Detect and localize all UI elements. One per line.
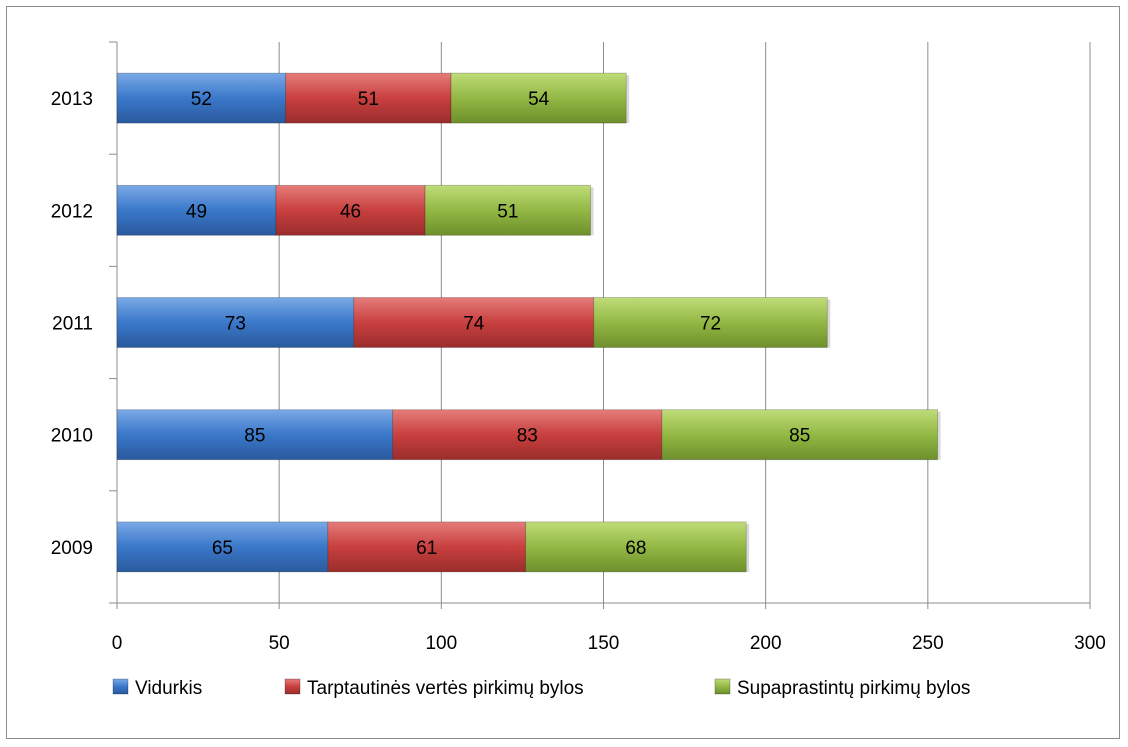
y-tick-label: 2010 [51, 426, 93, 447]
data-label: 73 [225, 314, 246, 335]
data-label: 72 [700, 314, 721, 335]
bar-segment [116, 409, 394, 461]
bar-shadow [590, 187, 594, 236]
legend-label: Tarptautinės vertės pirkimų bylos [307, 678, 584, 699]
bar-segment [450, 72, 627, 124]
x-tick-label: 50 [269, 633, 290, 654]
bar-segment [593, 297, 828, 348]
legend-swatch [112, 678, 129, 695]
y-tick-label: 2009 [51, 538, 93, 559]
data-label: 49 [186, 201, 207, 222]
bars [116, 72, 941, 573]
x-tick-label: 300 [1074, 633, 1106, 654]
data-label: 61 [416, 538, 437, 559]
legend-label: Supaprastintų pirkimų bylos [737, 678, 970, 699]
data-label: 74 [463, 314, 485, 335]
bar-shadow [626, 75, 630, 124]
x-tick-label: 0 [112, 633, 123, 654]
bar-segment [116, 297, 355, 348]
data-label: 83 [517, 426, 538, 447]
y-tick-label: 2011 [52, 314, 93, 335]
gridlines [278, 42, 1091, 603]
bar-segment [285, 72, 452, 124]
axes: 0 50 100 150 200 250 300 [109, 41, 1106, 654]
bar-segment [525, 521, 747, 573]
bar-segment [327, 521, 527, 573]
bar-segment [661, 409, 938, 461]
legend-swatch [714, 678, 731, 695]
bar-shadow [746, 523, 750, 572]
data-label: 52 [191, 89, 212, 110]
legend-swatch [284, 678, 301, 695]
bar-shadow [827, 299, 831, 348]
data-label: 85 [244, 426, 265, 447]
bar-segment [424, 184, 591, 236]
bar-segment [116, 72, 287, 124]
bar-segment [116, 521, 329, 573]
x-tick-label: 150 [588, 633, 620, 654]
data-label: 85 [789, 426, 810, 447]
chart-frame [6, 6, 1120, 739]
x-tick-label: 250 [912, 633, 944, 654]
labels: 2009 65 61 68 2010 85 83 85 2011 73 74 72 2012 49 46 51… [51, 89, 811, 559]
data-label: 46 [340, 201, 361, 222]
data-label: 65 [212, 538, 233, 559]
y-tick-label: 2013 [51, 89, 93, 110]
bar-segment [392, 409, 663, 461]
data-label: 54 [528, 89, 550, 110]
data-label: 51 [358, 89, 379, 110]
data-label: 51 [497, 201, 518, 222]
bar-shadow [937, 411, 941, 460]
legend-label: Vidurkis [135, 678, 202, 699]
legend: Vidurkis Tarptautinės vertės pirkimų bylo… [112, 678, 970, 699]
x-tick-label: 100 [425, 633, 457, 654]
data-label: 68 [625, 538, 646, 559]
x-tick-label: 200 [750, 633, 782, 654]
y-tick-label: 2012 [51, 201, 93, 222]
bar-segment [116, 184, 277, 236]
